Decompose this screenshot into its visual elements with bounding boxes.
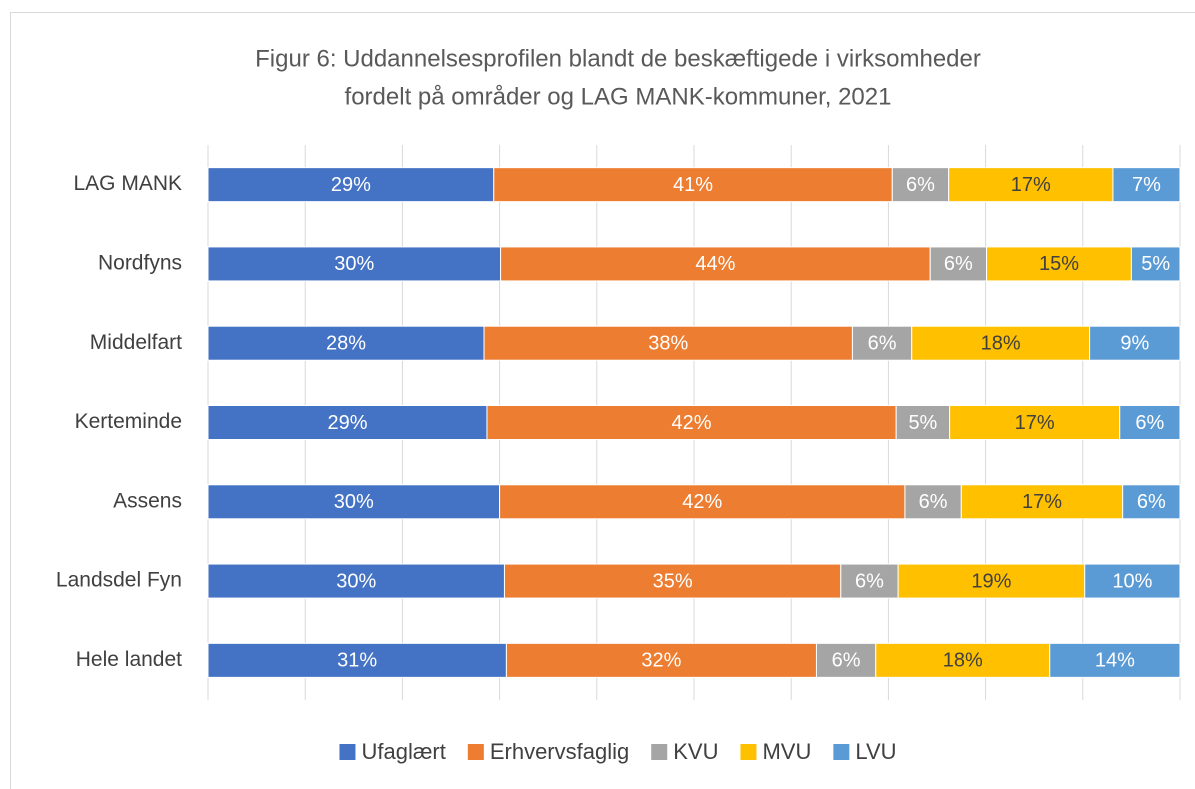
y-tick-label: Landsdel Fyn [56, 569, 182, 592]
data-label: 29% [327, 412, 367, 434]
bar-segment [948, 167, 1114, 203]
y-tick-label: Assens [113, 489, 182, 512]
legend-label: KVU [673, 739, 718, 764]
legend-label: Erhvervsfaglig [490, 739, 629, 764]
bar-segment [949, 405, 1121, 440]
data-label: 5% [908, 412, 937, 434]
bar-segment [815, 642, 877, 678]
data-label: 15% [1039, 253, 1079, 275]
data-label: 6% [906, 174, 935, 196]
data-label: 17% [1015, 412, 1055, 434]
data-label: 19% [971, 570, 1011, 592]
legend-swatch [740, 744, 757, 760]
data-label: 41% [673, 174, 713, 196]
data-label: 42% [672, 412, 712, 434]
bar-segment [960, 484, 1124, 520]
bar-segment [875, 642, 1051, 678]
data-label: 35% [653, 570, 693, 592]
bar-segment [1119, 405, 1181, 440]
bar-segment [207, 246, 502, 282]
data-label: 28% [326, 332, 366, 354]
y-tick-label: Middelfart [90, 331, 182, 354]
y-tick-label: Kerteminde [75, 410, 182, 433]
y-tick-label: Nordfyns [98, 251, 182, 274]
bar-segment [493, 167, 893, 203]
data-label: 30% [336, 570, 376, 592]
data-label: 17% [1011, 174, 1051, 196]
bar-segment [897, 563, 1086, 599]
bar-segment [483, 325, 853, 361]
bar-segment [1130, 246, 1181, 282]
data-label: 5% [1141, 253, 1170, 275]
bar-segment [500, 246, 931, 282]
data-label: 6% [868, 332, 897, 354]
data-label: 30% [334, 253, 374, 275]
legend-label: MVU [762, 739, 811, 764]
bar-segment [503, 563, 842, 599]
legend-swatch [467, 744, 484, 760]
bar-segment [1084, 563, 1181, 599]
data-label: 44% [695, 253, 735, 275]
legend-label: Ufaglært [361, 739, 445, 764]
data-label: 9% [1120, 332, 1149, 354]
data-label: 6% [944, 253, 973, 275]
legend-swatch [339, 744, 356, 760]
bar-segment [929, 246, 988, 282]
bar-segment [986, 246, 1132, 282]
data-label: 7% [1132, 174, 1161, 196]
legend-swatch [833, 744, 850, 760]
data-label: 6% [919, 491, 948, 513]
data-label: 18% [981, 332, 1021, 354]
data-label: 6% [832, 650, 861, 672]
bar-segment [1122, 484, 1181, 520]
bar-segment [207, 325, 485, 361]
bar-segment [207, 642, 507, 678]
bar-segment [499, 484, 906, 520]
data-label: 6% [855, 570, 884, 592]
bar-segment [207, 484, 501, 520]
data-label: 14% [1095, 650, 1135, 672]
bar-segment [207, 405, 488, 440]
data-label: 30% [334, 491, 374, 513]
data-label: 29% [331, 174, 371, 196]
data-label: 18% [943, 650, 983, 672]
data-label: 42% [682, 491, 722, 513]
data-label: 10% [1112, 570, 1152, 592]
bar-segment [1089, 325, 1181, 361]
bar-segment [207, 563, 505, 599]
legend-swatch [651, 744, 668, 760]
chart-title: Figur 6: Uddannelsesprofilen blandt de b… [255, 45, 981, 72]
data-label: 38% [648, 332, 688, 354]
legend-label: LVU [855, 739, 896, 764]
bar-segment [1049, 642, 1181, 678]
data-label: 31% [337, 650, 377, 672]
y-tick-label: Hele landet [76, 648, 182, 671]
bar-segment [1112, 167, 1181, 203]
data-label: 17% [1022, 491, 1062, 513]
data-label: 32% [641, 650, 681, 672]
y-tick-label: LAG MANK [73, 172, 182, 195]
data-label: 6% [1135, 412, 1164, 434]
chart-title: fordelt på områder og LAG MANK-kommuner,… [345, 83, 892, 110]
data-label: 6% [1137, 491, 1166, 513]
bar-segment [891, 167, 950, 203]
bar-segment [840, 563, 899, 599]
